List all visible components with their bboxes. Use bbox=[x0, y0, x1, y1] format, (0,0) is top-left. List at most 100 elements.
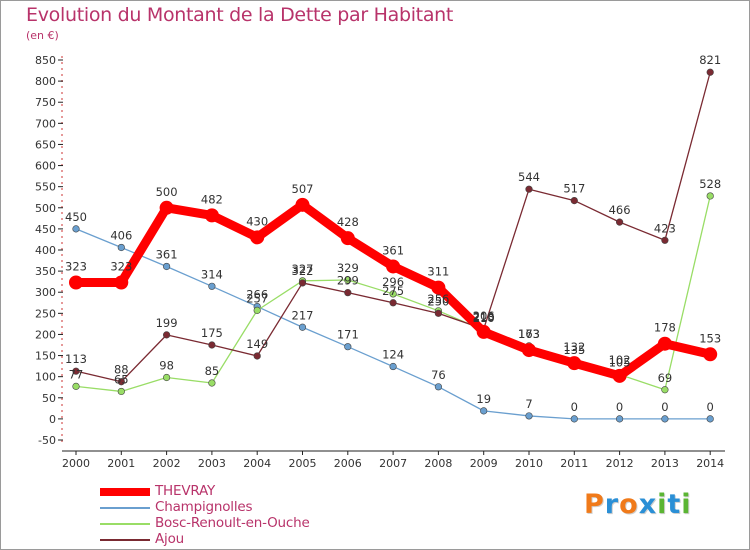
y-tick-label: 400 bbox=[35, 244, 56, 257]
x-tick-label: 2011 bbox=[560, 457, 588, 470]
data-point bbox=[570, 415, 578, 423]
data-point bbox=[163, 331, 171, 339]
y-tick-label: 450 bbox=[35, 223, 56, 236]
data-point bbox=[389, 290, 397, 298]
legend-swatch bbox=[100, 507, 150, 509]
data-point bbox=[208, 379, 216, 387]
data-point bbox=[431, 280, 446, 295]
data-label: 98 bbox=[159, 359, 174, 373]
data-label: 406 bbox=[110, 228, 132, 242]
data-point bbox=[615, 218, 624, 226]
series-ajou bbox=[72, 68, 714, 386]
data-label: 124 bbox=[382, 348, 404, 362]
data-label: 361 bbox=[156, 247, 178, 261]
y-tick-label: 800 bbox=[35, 75, 56, 88]
data-point bbox=[434, 383, 443, 391]
data-label: 299 bbox=[337, 274, 359, 288]
x-tick-label: 2014 bbox=[696, 457, 724, 470]
data-point bbox=[344, 289, 352, 297]
data-point bbox=[525, 185, 533, 193]
data-point bbox=[434, 309, 443, 317]
data-label: 275 bbox=[382, 284, 404, 298]
data-label: 7 bbox=[525, 397, 532, 411]
data-label: 69 bbox=[658, 371, 673, 385]
legend-swatch bbox=[100, 523, 150, 525]
data-label: 311 bbox=[427, 265, 449, 279]
data-point bbox=[295, 197, 310, 212]
x-tick-label: 2013 bbox=[651, 457, 679, 470]
data-label: 0 bbox=[616, 400, 623, 414]
data-point bbox=[615, 415, 624, 423]
data-point bbox=[661, 386, 669, 394]
data-label: 153 bbox=[699, 331, 721, 345]
data-label: 544 bbox=[518, 170, 540, 184]
data-label: 102 bbox=[609, 353, 631, 367]
data-point bbox=[250, 230, 265, 245]
data-label: 105 bbox=[609, 356, 631, 370]
data-point bbox=[525, 412, 533, 420]
data-labels: 450 406 361 314 266 217 171 124 76 19 7 0 0 0 0 77 65 98 8… bbox=[65, 53, 721, 414]
series-line bbox=[75, 71, 711, 383]
legend-swatch bbox=[100, 539, 150, 541]
data-point bbox=[298, 279, 307, 287]
data-label: 821 bbox=[699, 53, 721, 67]
y-tick-label: 650 bbox=[35, 138, 56, 151]
data-point bbox=[567, 356, 582, 371]
data-label: 256 bbox=[427, 292, 449, 306]
data-label: 132 bbox=[563, 340, 585, 354]
y-tick-label: 0 bbox=[49, 413, 56, 426]
series-thevray bbox=[69, 197, 718, 383]
x-tick-label: 2002 bbox=[153, 457, 181, 470]
y-tick-label: -50 bbox=[38, 434, 56, 447]
data-point bbox=[117, 243, 125, 252]
legend-label: Ajou bbox=[155, 531, 185, 547]
data-point bbox=[298, 323, 307, 331]
data-label: 173 bbox=[518, 327, 540, 341]
data-label: 178 bbox=[654, 321, 676, 335]
data-point bbox=[72, 367, 80, 375]
data-label: 213 bbox=[473, 310, 495, 324]
data-label: 163 bbox=[518, 327, 540, 341]
data-point bbox=[72, 225, 80, 233]
data-label: 428 bbox=[337, 215, 359, 229]
data-point bbox=[114, 275, 129, 290]
data-label: 323 bbox=[65, 260, 87, 274]
data-label: 206 bbox=[473, 309, 495, 323]
legend-item: Champignolles bbox=[100, 499, 400, 516]
data-point bbox=[253, 352, 261, 360]
legend-label: Bosc-Renoult-en-Ouche bbox=[155, 515, 310, 531]
x-tick-label: 2009 bbox=[470, 457, 498, 470]
data-point bbox=[703, 347, 718, 362]
data-label: 85 bbox=[205, 364, 220, 378]
data-point bbox=[389, 362, 397, 371]
data-point bbox=[661, 236, 669, 244]
data-point bbox=[208, 282, 216, 290]
data-label: 423 bbox=[654, 221, 676, 235]
data-label: 76 bbox=[431, 368, 446, 382]
data-point bbox=[69, 275, 83, 290]
data-point bbox=[344, 343, 352, 351]
x-tick-label: 2012 bbox=[606, 457, 634, 470]
data-label: 517 bbox=[563, 182, 585, 196]
data-label: 250 bbox=[427, 294, 449, 308]
data-point bbox=[706, 68, 714, 76]
data-label: 19 bbox=[476, 392, 491, 406]
data-label: 0 bbox=[707, 400, 714, 414]
data-label: 171 bbox=[337, 328, 359, 342]
data-point bbox=[253, 306, 261, 314]
legend-swatch bbox=[100, 488, 150, 496]
x-tick-label: 2010 bbox=[515, 457, 543, 470]
data-label: 77 bbox=[69, 367, 84, 381]
y-tick-label: 350 bbox=[35, 265, 56, 278]
series-layer bbox=[69, 68, 718, 423]
y-tick-label: 850 bbox=[35, 54, 56, 67]
data-label: 210 bbox=[473, 311, 495, 325]
data-point bbox=[204, 208, 219, 223]
data-point bbox=[661, 415, 669, 423]
data-label: 149 bbox=[246, 337, 268, 351]
axes: -50 0 50 100 150 200 250 300 350 400 450 500 550 600 6… bbox=[35, 54, 725, 470]
data-label: 466 bbox=[609, 203, 631, 217]
y-tick-label: 150 bbox=[35, 350, 56, 363]
data-label: 323 bbox=[110, 260, 132, 274]
